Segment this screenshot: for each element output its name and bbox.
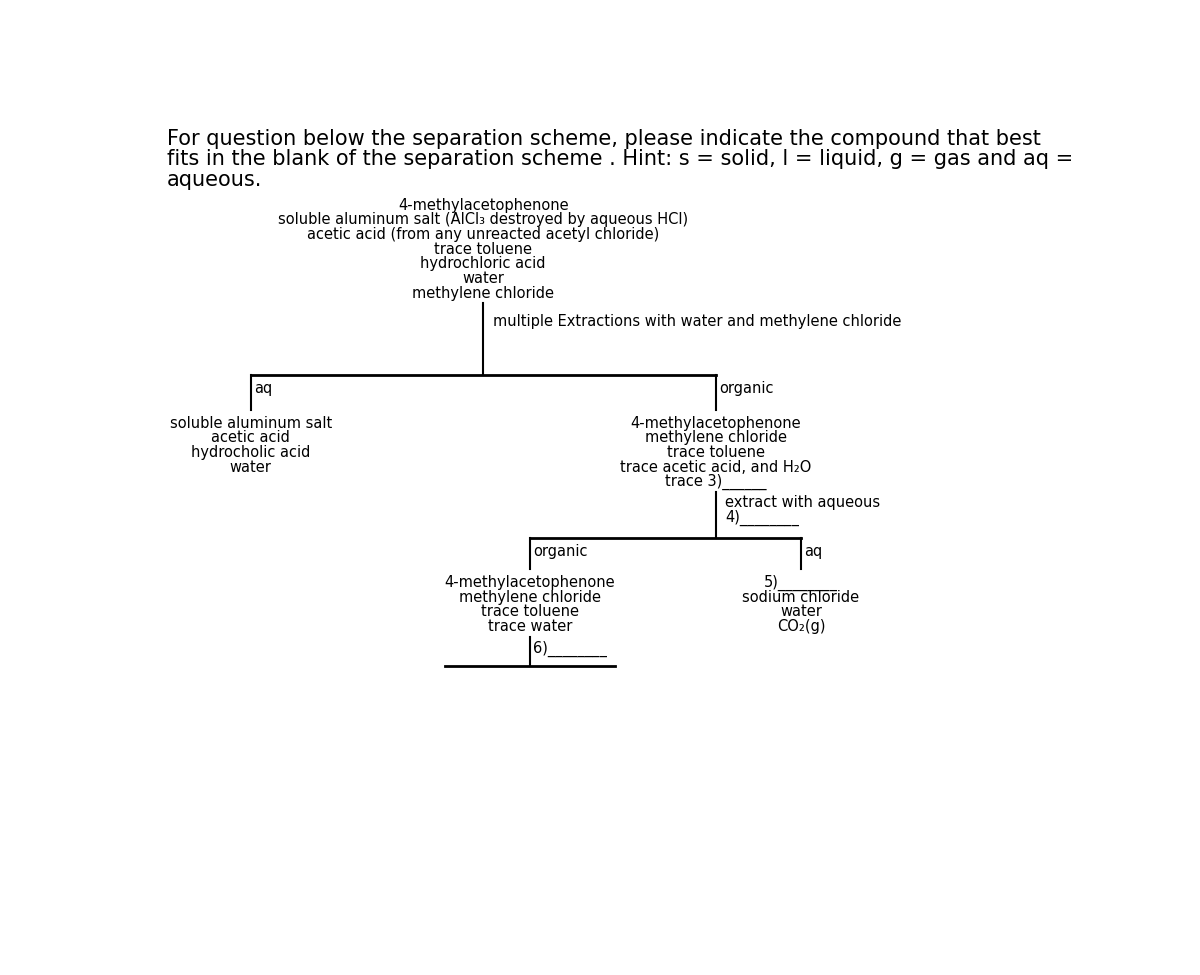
Text: organic: organic — [719, 381, 773, 396]
Text: trace water: trace water — [487, 619, 572, 634]
Text: hydrocholic acid: hydrocholic acid — [191, 445, 311, 460]
Text: 4)________: 4)________ — [725, 510, 799, 526]
Text: methylene chloride: methylene chloride — [644, 430, 787, 446]
Text: soluble aluminum salt (AlCl₃ destroyed by aqueous HCl): soluble aluminum salt (AlCl₃ destroyed b… — [278, 213, 689, 227]
Text: methylene chloride: methylene chloride — [413, 286, 554, 300]
Text: fits in the blank of the separation scheme . Hint: s = solid, l = liquid, g = ga: fits in the blank of the separation sche… — [167, 149, 1073, 170]
Text: trace 3)______: trace 3)______ — [665, 474, 767, 490]
Text: aq: aq — [254, 381, 272, 396]
Text: water: water — [462, 271, 504, 286]
Text: trace toluene: trace toluene — [667, 445, 764, 460]
Text: 4-methylacetophenone: 4-methylacetophenone — [398, 198, 569, 213]
Text: trace acetic acid, and H₂O: trace acetic acid, and H₂O — [620, 459, 811, 475]
Text: 4-methylacetophenone: 4-methylacetophenone — [630, 415, 802, 431]
Text: hydrochloric acid: hydrochloric acid — [420, 256, 546, 271]
Text: acetic acid (from any unreacted acetyl chloride): acetic acid (from any unreacted acetyl c… — [307, 227, 659, 242]
Text: 4-methylacetophenone: 4-methylacetophenone — [444, 575, 616, 590]
Text: extract with aqueous: extract with aqueous — [725, 495, 880, 510]
Text: CO₂(g): CO₂(g) — [776, 619, 826, 634]
Text: aq: aq — [804, 544, 822, 560]
Text: trace toluene: trace toluene — [481, 604, 578, 619]
Text: aqueous.: aqueous. — [167, 170, 263, 190]
Text: sodium chloride: sodium chloride — [743, 590, 859, 604]
Text: 6)________: 6)________ — [533, 641, 607, 657]
Text: 5)________: 5)________ — [764, 575, 838, 592]
Text: organic: organic — [533, 544, 587, 560]
Text: methylene chloride: methylene chloride — [458, 590, 601, 604]
Text: multiple Extractions with water and methylene chloride: multiple Extractions with water and meth… — [492, 314, 901, 330]
Text: trace toluene: trace toluene — [434, 242, 533, 256]
Text: water: water — [780, 604, 822, 619]
Text: soluble aluminum salt: soluble aluminum salt — [169, 415, 332, 431]
Text: water: water — [230, 459, 271, 475]
Text: acetic acid: acetic acid — [211, 430, 290, 446]
Text: For question below the separation scheme, please indicate the compound that best: For question below the separation scheme… — [167, 129, 1040, 148]
